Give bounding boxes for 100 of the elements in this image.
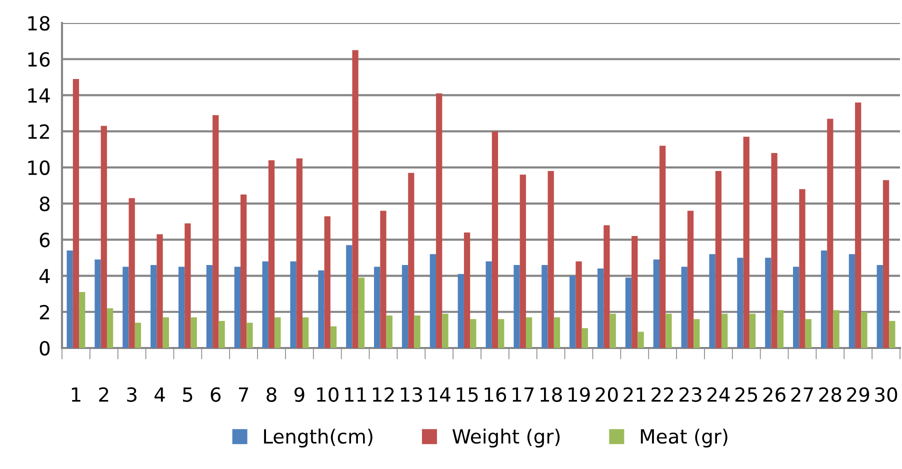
bar: [498, 319, 504, 348]
bar: [799, 189, 806, 348]
bar: [218, 320, 225, 348]
bar: [100, 126, 107, 348]
bar: [458, 274, 464, 348]
bar: [156, 234, 163, 348]
bar: [178, 266, 185, 348]
x-tick-label: 9: [294, 387, 304, 402]
x-tick-label: 2: [99, 387, 108, 402]
bar: [492, 131, 498, 348]
bar: [771, 153, 778, 348]
bar: [486, 261, 492, 348]
bar: [318, 270, 324, 348]
legend-label: Weight (gr): [452, 428, 560, 448]
x-tick-label: 13: [400, 387, 422, 402]
x-tick-label: 28: [819, 387, 842, 402]
bar: [833, 310, 840, 348]
bar: [576, 261, 582, 348]
y-tick-label: 18: [28, 16, 50, 31]
bar: [827, 118, 834, 348]
bar: [604, 225, 610, 348]
bar: [206, 264, 213, 348]
bar: [184, 223, 191, 348]
legend-label: Meat (gr): [640, 428, 728, 448]
x-tick-label: 16: [484, 387, 506, 402]
bar: [889, 320, 896, 348]
x-tick-label: 12: [373, 387, 394, 402]
y-tick-label: 6: [40, 232, 50, 248]
bar: [240, 194, 247, 348]
bar: [625, 278, 632, 348]
bar: [737, 258, 744, 348]
bar: [554, 317, 560, 348]
x-tick-label: 29: [847, 387, 870, 402]
x-tick-label: 20: [596, 387, 618, 402]
bar: [374, 266, 380, 348]
bar: [128, 198, 135, 348]
bar: [436, 93, 442, 348]
bar: [234, 266, 240, 348]
x-tick-label: 17: [512, 387, 534, 402]
x-tick-label: 24: [707, 387, 730, 402]
bar: [526, 317, 532, 348]
y-tick-label: 16: [28, 52, 50, 67]
y-tick-label: 10: [28, 160, 50, 176]
bar: [212, 115, 219, 348]
x-tick-label: 3: [127, 387, 136, 402]
bar: [246, 322, 253, 348]
bar: [765, 258, 772, 348]
bar: [582, 328, 588, 348]
bar: [268, 160, 275, 348]
bar: [694, 319, 700, 348]
bar: [882, 180, 890, 348]
x-tick-label: 8: [266, 387, 276, 402]
bar: [274, 317, 281, 348]
bar: [638, 332, 644, 348]
x-tick-label: 22: [652, 387, 673, 402]
x-tick-label: 4: [154, 387, 165, 402]
bar: [666, 314, 672, 348]
bar: [442, 314, 448, 348]
bar: [330, 326, 337, 348]
bar: [190, 317, 197, 348]
y-tick-label: 4: [39, 268, 50, 284]
bar: [296, 158, 303, 348]
x-tick-label: 14: [428, 387, 450, 402]
bar: [876, 264, 883, 348]
bar: [709, 254, 716, 348]
bar: [514, 264, 520, 348]
bar: [324, 216, 330, 348]
x-tick-label: 11: [345, 387, 366, 402]
y-tick-label: 0: [40, 340, 50, 356]
bar: [570, 276, 576, 348]
bar: [470, 319, 476, 348]
x-tick-label: 23: [680, 387, 702, 402]
bar: [777, 310, 784, 348]
x-tick-label: 15: [456, 387, 478, 402]
y-tick-label: 8: [40, 196, 50, 212]
bar: [162, 317, 169, 348]
x-tick-label: 30: [875, 387, 898, 402]
x-tick-label: 21: [624, 387, 646, 402]
bar: [820, 250, 828, 348]
bar: [352, 50, 358, 348]
y-tick-label: 14: [28, 88, 50, 103]
bar: [302, 317, 309, 348]
bar: [542, 264, 548, 348]
x-tick-label: 5: [183, 387, 192, 402]
bar: [408, 172, 414, 348]
bar: [687, 210, 694, 348]
y-tick-label: 12: [28, 124, 49, 139]
bar: [681, 266, 688, 348]
bar: [805, 319, 812, 348]
bar: [632, 236, 638, 348]
bar: [79, 292, 86, 348]
bar: [548, 171, 554, 348]
bar: [358, 278, 365, 348]
bar: [290, 261, 296, 348]
bar: [134, 322, 142, 348]
bar: [855, 102, 862, 348]
x-tick-label: 10: [317, 387, 338, 402]
x-tick-label: 19: [568, 387, 590, 402]
bar: [520, 174, 526, 348]
bar: [72, 78, 80, 348]
